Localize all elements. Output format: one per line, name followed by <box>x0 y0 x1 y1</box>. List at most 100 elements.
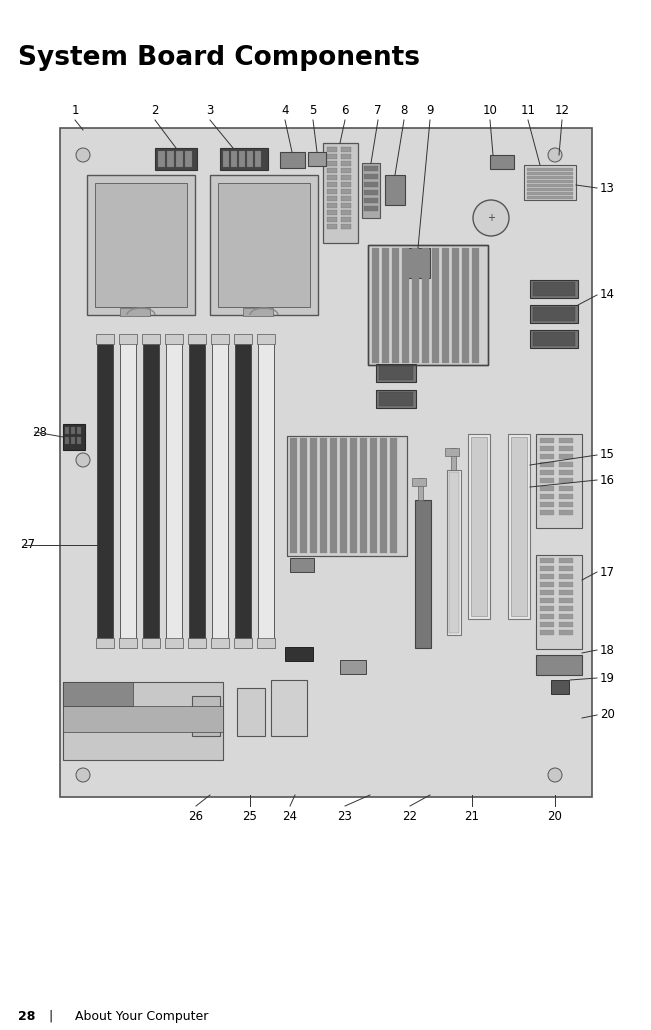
Text: 28: 28 <box>32 425 47 439</box>
Bar <box>527 188 573 191</box>
Bar <box>143 340 159 640</box>
Bar <box>392 248 399 363</box>
Bar <box>158 151 165 167</box>
Bar <box>524 165 576 200</box>
Text: 21: 21 <box>465 810 480 823</box>
Bar <box>77 437 81 444</box>
Bar <box>142 334 160 344</box>
Bar <box>540 630 554 636</box>
Bar <box>536 434 582 528</box>
Bar <box>559 486 573 491</box>
Bar <box>211 334 229 344</box>
Bar <box>559 558 573 563</box>
Bar <box>379 392 413 406</box>
Bar <box>462 248 469 363</box>
Bar <box>60 128 592 797</box>
Circle shape <box>548 148 562 162</box>
Bar <box>379 366 413 380</box>
Bar <box>559 470 573 475</box>
Bar <box>508 434 530 619</box>
Bar <box>63 682 133 706</box>
Bar <box>452 248 459 363</box>
Bar <box>540 502 554 507</box>
Bar <box>192 696 220 736</box>
Bar <box>559 462 573 467</box>
Bar <box>257 334 275 344</box>
Bar <box>290 558 314 572</box>
Bar <box>235 340 251 640</box>
Bar <box>559 446 573 451</box>
Text: 28: 28 <box>18 1010 35 1023</box>
Bar <box>237 688 265 736</box>
Text: 10: 10 <box>482 104 497 117</box>
Bar <box>327 175 337 180</box>
Bar <box>447 470 461 636</box>
Bar <box>165 334 183 344</box>
Bar <box>364 190 378 195</box>
Bar <box>341 147 351 152</box>
Text: 27: 27 <box>20 539 35 551</box>
Bar <box>71 427 75 434</box>
Bar <box>540 470 554 475</box>
Text: 18: 18 <box>600 644 615 656</box>
Bar <box>540 606 554 611</box>
Bar <box>536 555 582 649</box>
Bar <box>449 472 459 633</box>
Bar <box>239 151 245 167</box>
Bar <box>533 307 575 321</box>
Bar <box>327 161 337 166</box>
Bar <box>120 340 136 640</box>
Bar <box>540 446 554 451</box>
Bar <box>96 334 114 344</box>
Bar <box>559 478 573 483</box>
Text: 20: 20 <box>600 709 615 721</box>
Bar <box>533 332 575 346</box>
Bar <box>285 647 313 661</box>
Circle shape <box>76 148 90 162</box>
Bar <box>323 143 358 243</box>
Text: 5: 5 <box>309 104 316 117</box>
Bar <box>341 224 351 229</box>
Bar <box>540 494 554 499</box>
Text: 6: 6 <box>341 104 349 117</box>
Bar <box>290 438 297 553</box>
Bar <box>415 500 431 648</box>
Bar <box>327 196 337 201</box>
Bar <box>308 152 326 166</box>
Text: 4: 4 <box>281 104 289 117</box>
Bar <box>327 168 337 173</box>
Bar <box>231 151 237 167</box>
Text: 9: 9 <box>426 104 434 117</box>
Bar <box>540 598 554 603</box>
Bar <box>210 175 318 315</box>
Bar <box>468 434 490 619</box>
Bar <box>65 437 69 444</box>
Bar <box>559 494 573 499</box>
Bar <box>559 630 573 636</box>
Bar <box>418 478 423 500</box>
Bar <box>327 203 337 208</box>
Text: 24: 24 <box>283 810 298 823</box>
Bar <box>341 203 351 208</box>
Text: +: + <box>487 213 495 224</box>
Bar <box>360 438 367 553</box>
Text: 7: 7 <box>374 104 381 117</box>
Bar <box>527 184 573 186</box>
Bar <box>442 248 449 363</box>
Bar <box>71 437 75 444</box>
Bar <box>540 582 554 587</box>
Bar <box>341 196 351 201</box>
Bar <box>362 163 380 218</box>
Bar <box>223 151 229 167</box>
Text: System Board Components: System Board Components <box>18 45 420 71</box>
Bar <box>471 437 487 616</box>
Text: 1: 1 <box>71 104 79 117</box>
Bar <box>287 436 407 556</box>
Bar <box>511 437 527 616</box>
Bar <box>533 282 575 296</box>
Circle shape <box>76 768 90 782</box>
Bar <box>65 427 69 434</box>
Bar <box>280 152 305 168</box>
Bar <box>341 168 351 173</box>
Bar <box>540 590 554 595</box>
